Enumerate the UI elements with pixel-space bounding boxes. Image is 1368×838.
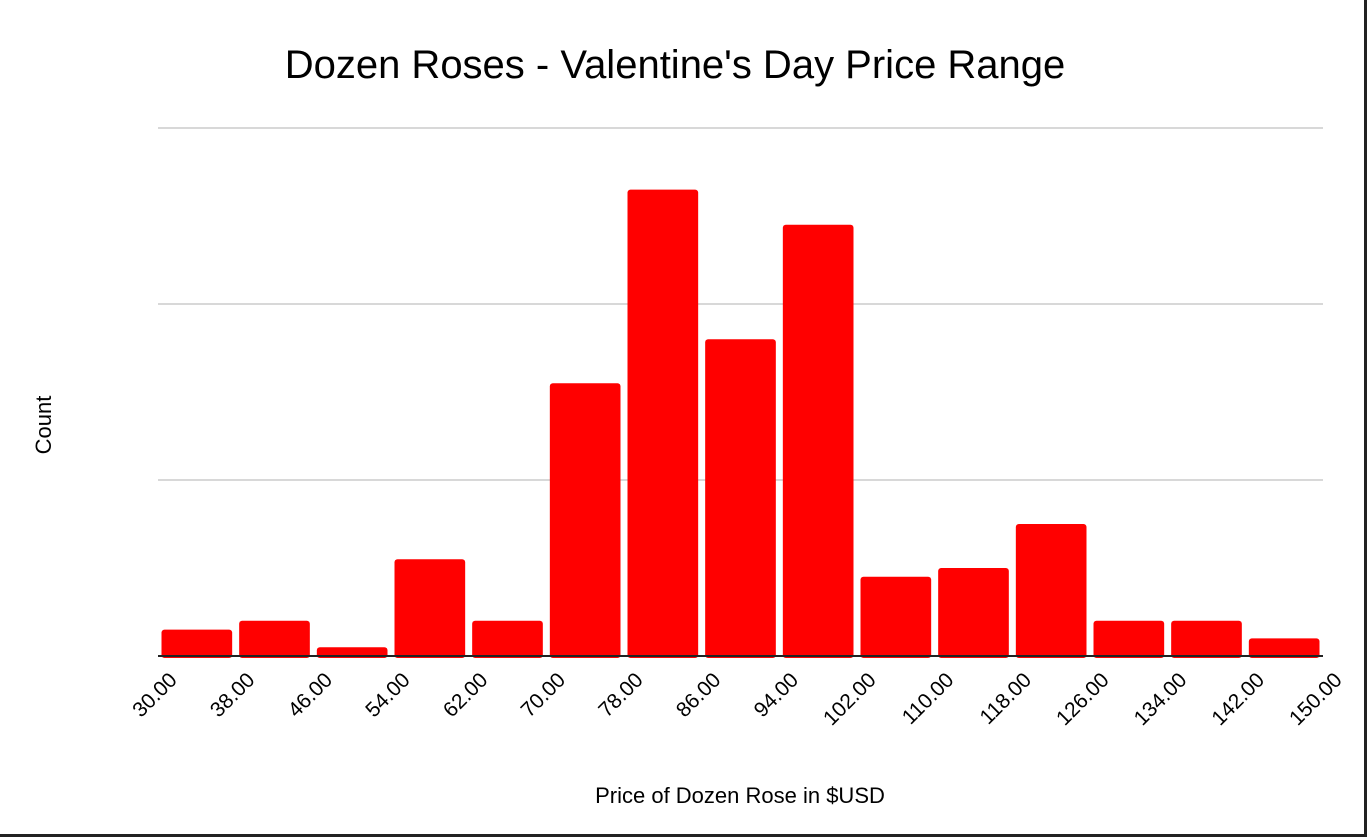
x-tick-label: 110.00 — [898, 668, 959, 729]
x-tick-label: 134.00 — [1130, 668, 1192, 730]
x-tick-label: 30.00 — [128, 668, 181, 721]
histogram-bar — [1015, 524, 1087, 658]
histogram-bar — [860, 576, 932, 658]
histogram-bar — [549, 383, 621, 658]
chart-title: Dozen Roses - Valentine's Day Price Rang… — [285, 43, 1066, 87]
histogram-bar — [1093, 620, 1165, 658]
y-axis-title: Count — [31, 396, 56, 455]
x-tick-label: 62.00 — [439, 668, 492, 721]
histogram-bar — [782, 224, 854, 659]
x-tick-label: 102.00 — [819, 668, 881, 730]
histogram-bar — [1248, 638, 1320, 658]
histogram-bar — [1171, 620, 1242, 658]
x-tick-label: 126.00 — [1052, 668, 1114, 730]
x-tick-label: 46.00 — [284, 668, 337, 721]
histogram-bar — [705, 339, 776, 658]
histogram-bar — [627, 189, 699, 658]
x-tick-label: 54.00 — [361, 668, 414, 721]
x-tick-labels: 30.00 38.00 46.00 54.00 62.00 70.00 78.00 86.00… — [128, 668, 1346, 730]
x-tick-label: 150.00 — [1285, 668, 1347, 730]
x-tick-label: 118.00 — [975, 668, 1036, 729]
x-tick-label: 38.00 — [206, 668, 259, 721]
histogram-bar — [472, 620, 543, 658]
bars — [161, 189, 1320, 659]
histogram-bar — [239, 620, 310, 658]
x-tick-label: 70.00 — [517, 668, 570, 721]
x-tick-label: 94.00 — [750, 668, 803, 721]
histogram-bar — [938, 568, 1009, 658]
x-tick-label: 142.00 — [1207, 668, 1269, 730]
x-tick-label: 86.00 — [672, 668, 725, 721]
histogram-bar — [161, 629, 233, 658]
x-tick-label: 78.00 — [594, 668, 647, 721]
x-axis-title: Price of Dozen Rose in $USD — [595, 783, 885, 808]
histogram-bar — [394, 559, 466, 658]
